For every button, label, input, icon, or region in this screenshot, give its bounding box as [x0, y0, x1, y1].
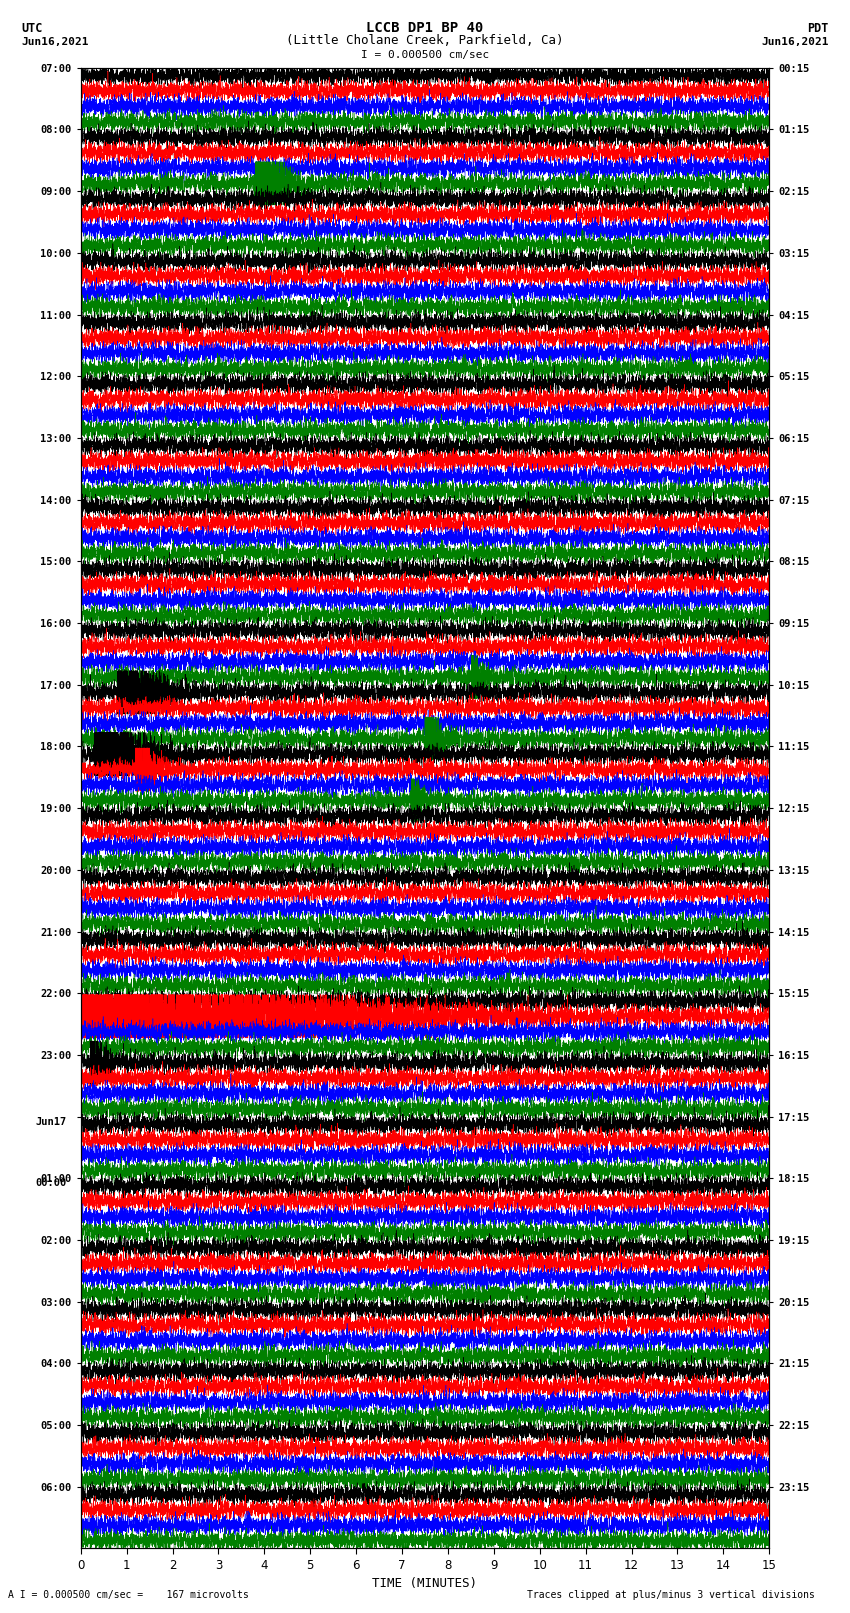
- X-axis label: TIME (MINUTES): TIME (MINUTES): [372, 1578, 478, 1590]
- Text: Jun16,2021: Jun16,2021: [21, 37, 88, 47]
- Text: A I = 0.000500 cm/sec =    167 microvolts: A I = 0.000500 cm/sec = 167 microvolts: [8, 1590, 249, 1600]
- Text: Jun17: Jun17: [36, 1116, 67, 1126]
- Text: Jun16,2021: Jun16,2021: [762, 37, 829, 47]
- Text: UTC: UTC: [21, 21, 42, 35]
- Text: Traces clipped at plus/minus 3 vertical divisions: Traces clipped at plus/minus 3 vertical …: [527, 1590, 815, 1600]
- Text: I = 0.000500 cm/sec: I = 0.000500 cm/sec: [361, 50, 489, 60]
- Text: LCCB DP1 BP 40: LCCB DP1 BP 40: [366, 21, 484, 35]
- Text: (Little Cholane Creek, Parkfield, Ca): (Little Cholane Creek, Parkfield, Ca): [286, 34, 564, 47]
- Text: 00:00: 00:00: [36, 1177, 67, 1189]
- Text: PDT: PDT: [808, 21, 829, 35]
